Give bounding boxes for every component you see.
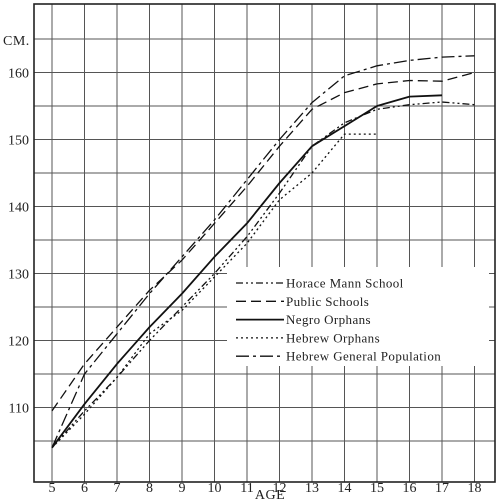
legend-label-0: Horace Mann School bbox=[286, 276, 404, 291]
series-line-4 bbox=[51, 55, 475, 448]
x-tick-label-11: 11 bbox=[240, 481, 253, 496]
series-line-2 bbox=[51, 94, 443, 449]
x-tick-label-17: 17 bbox=[435, 481, 449, 496]
plot-frame bbox=[33, 3, 496, 483]
x-tick-label-12: 12 bbox=[273, 481, 287, 496]
legend: Horace Mann School Public Schools Negro Or… bbox=[227, 267, 489, 366]
y-tick-label-120: 120 bbox=[8, 335, 29, 350]
x-tick-labels: 5 6 7 8 9 10 11 12 13 14 15 16 17 18 bbox=[49, 481, 482, 496]
x-axis-label: AGE bbox=[255, 488, 285, 503]
x-tick-label-8: 8 bbox=[146, 481, 153, 496]
x-tick-label-14: 14 bbox=[338, 481, 352, 496]
x-tick-label-13: 13 bbox=[305, 481, 319, 496]
x-tick-label-15: 15 bbox=[370, 481, 384, 496]
x-tick-label-7: 7 bbox=[114, 481, 121, 496]
legend-label-2: Negro Orphans bbox=[286, 312, 371, 327]
series-line-3 bbox=[51, 133, 377, 449]
legend-label-4: Hebrew General Population bbox=[286, 349, 441, 364]
series-line-0 bbox=[51, 101, 475, 449]
x-tick-label-5: 5 bbox=[49, 481, 56, 496]
x-tick-label-9: 9 bbox=[179, 481, 186, 496]
x-tick-label-6: 6 bbox=[81, 481, 88, 496]
x-tick-label-10: 10 bbox=[208, 481, 222, 496]
legend-label-3: Hebrew Orphans bbox=[286, 330, 380, 345]
series-line-1 bbox=[51, 71, 475, 412]
y-tick-label-160: 160 bbox=[8, 67, 29, 82]
x-tick-label-18: 18 bbox=[468, 481, 482, 496]
series-lines bbox=[51, 55, 475, 449]
y-tick-label-110: 110 bbox=[9, 402, 29, 417]
y-tick-label-150: 150 bbox=[8, 134, 29, 149]
y-axis-label: CM. bbox=[3, 34, 30, 49]
x-tick-label-16: 16 bbox=[403, 481, 417, 496]
legend-label-1: Public Schools bbox=[286, 294, 369, 309]
legend-background bbox=[227, 267, 489, 366]
y-tick-label-140: 140 bbox=[8, 201, 29, 216]
y-tick-label-130: 130 bbox=[8, 268, 29, 283]
y-tick-labels: 110 120 130 140 150 160 bbox=[8, 67, 29, 417]
